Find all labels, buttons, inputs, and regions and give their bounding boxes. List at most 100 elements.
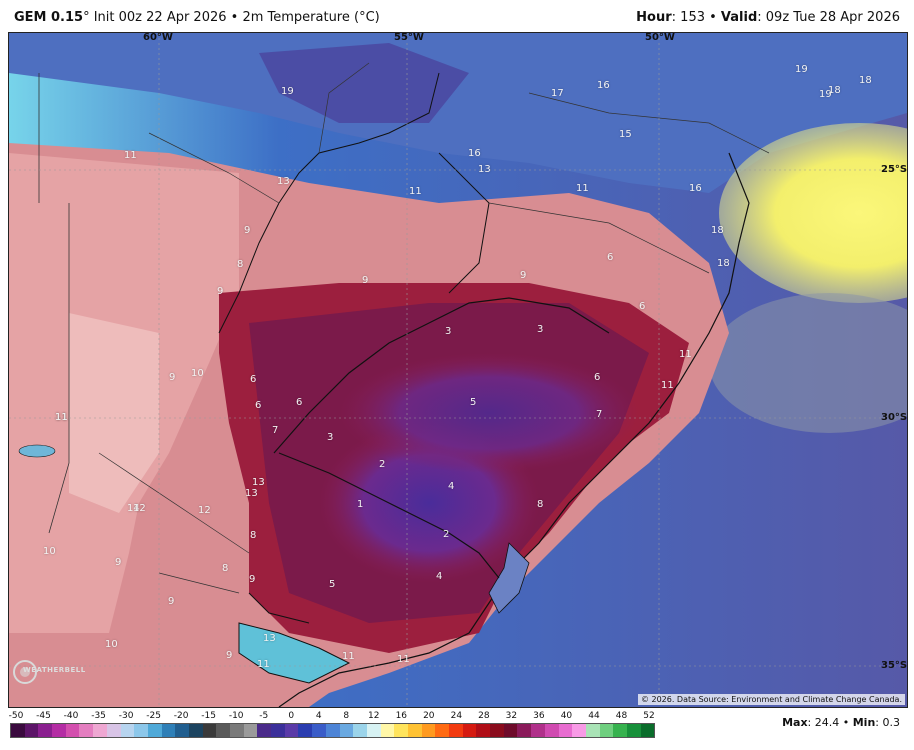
colorbar-swatch	[572, 724, 586, 737]
temp-label: 7	[596, 409, 603, 420]
colorbar-swatch	[517, 724, 532, 737]
temperature-map[interactable]: 60°W 55°W 50°W 25°S 30°S 35°S 19 17 16 1…	[8, 32, 908, 708]
valid-value: : 09z Tue 28 Apr 2026	[757, 10, 900, 25]
temp-label: 19	[281, 86, 294, 97]
model-title: GEM 0.15° Init 00z 22 Apr 2026 • 2m Temp…	[14, 10, 380, 25]
colorbar-swatch	[626, 724, 641, 737]
colorbar-swatch	[147, 724, 162, 737]
temp-label: 11	[661, 380, 674, 391]
temp-label: 11	[409, 186, 422, 197]
colorbar-swatch	[202, 724, 217, 737]
latitude-label: 35°S	[881, 660, 908, 671]
colorbar-swatch	[65, 724, 80, 737]
colorbar-tick-label: -5	[259, 711, 269, 721]
temp-label: 10	[43, 546, 56, 557]
temp-label: 9	[217, 286, 224, 297]
temp-label: 19	[795, 64, 808, 75]
max-value: : 24.4 •	[807, 716, 853, 729]
temp-label: 7	[272, 425, 279, 436]
colorbar-tick-label: -40	[63, 711, 79, 721]
colorbar-swatch	[490, 724, 504, 737]
colorbar-swatch	[613, 724, 627, 737]
temp-label: 18	[828, 85, 841, 96]
colorbar-swatch	[544, 724, 559, 737]
temp-label: 6	[255, 400, 262, 411]
temp-label: 11	[55, 412, 68, 423]
weatherbell-logo-icon	[13, 660, 37, 684]
colorbar-swatch	[353, 724, 367, 737]
temp-label: 1	[357, 499, 364, 510]
colorbar-tick-label: -15	[201, 711, 216, 721]
temp-label: 8	[250, 530, 257, 541]
temp-label: 11	[257, 659, 270, 670]
colorbar-tick-label: 16	[395, 711, 408, 721]
temp-label: 14	[127, 503, 140, 514]
colorbar-ticks: -50 -45 -40 -35 -30 -25 -20 -15 -10 -5 0 4 8 12 16 20 24…	[8, 711, 655, 723]
temp-label: 8	[222, 563, 229, 574]
map-canvas	[9, 33, 907, 707]
colorbar-tick-label: 20	[423, 711, 435, 721]
temp-label: 13	[263, 633, 276, 644]
longitude-label: 55°W	[394, 32, 424, 43]
temp-label: 6	[250, 374, 257, 385]
max-min-readout: Max: 24.4 • Min: 0.3	[782, 716, 900, 729]
colorbar-swatch	[531, 724, 545, 737]
colorbar-swatch	[230, 724, 244, 737]
temp-label: 2	[443, 529, 450, 540]
temp-label: 10	[105, 639, 118, 650]
hour-label: Hour	[636, 10, 672, 25]
colorbar-swatch	[407, 724, 422, 737]
colorbar-tick-label: 0	[288, 711, 295, 721]
colorbar-swatch	[476, 724, 491, 737]
colorbar-tick-label: 8	[343, 711, 350, 721]
colorbar-swatch	[243, 724, 258, 737]
colorbar-swatch	[298, 724, 313, 737]
colorbar-swatch	[24, 724, 39, 737]
valid-label: Valid	[720, 10, 758, 25]
temp-label: 11	[397, 654, 410, 665]
colorbar-swatch	[394, 724, 408, 737]
temp-label: 18	[711, 225, 724, 236]
temp-label: 9	[168, 596, 175, 607]
colorbar-swatch	[93, 724, 107, 737]
colorbar-swatch	[599, 724, 614, 737]
temp-label: 3	[537, 324, 544, 335]
colorbar-tick-label: -25	[146, 711, 161, 721]
temp-label: 3	[445, 326, 452, 337]
min-value: : 0.3	[875, 716, 900, 729]
colorbar-swatch	[585, 724, 600, 737]
temp-label: 5	[329, 579, 336, 590]
temp-label: 8	[537, 499, 544, 510]
colorbar-swatch	[175, 724, 189, 737]
min-label: Min	[852, 716, 876, 729]
latitude-label: 30°S	[881, 412, 908, 423]
temp-label: 2	[379, 459, 386, 470]
colorbar-tick-label: -45	[36, 711, 51, 721]
temp-label: 9	[115, 557, 122, 568]
colorbar-swatch	[380, 724, 395, 737]
temp-label: 18	[859, 75, 872, 86]
colorbar-tick-label: 4	[315, 711, 322, 721]
temp-label: 6	[639, 301, 646, 312]
colorbar-legend: -50 -45 -40 -35 -30 -25 -20 -15 -10 -5 0 4 8 12 16 20 24…	[8, 711, 655, 738]
colorbar-tick-label: 36	[533, 711, 545, 721]
temp-label: 11	[124, 150, 137, 161]
colorbar-tick-label: -50	[8, 711, 24, 721]
temp-label: 9	[169, 372, 176, 383]
temp-label: 11	[342, 651, 355, 662]
colorbar-tick-label: -30	[118, 711, 134, 721]
hour-value: : 153 •	[671, 10, 721, 25]
temp-label: 13	[245, 488, 258, 499]
colorbar-swatch	[366, 724, 381, 737]
latitude-label: 25°S	[881, 164, 908, 175]
temp-label: 4	[448, 481, 455, 492]
colorbar-tick-label: 48	[615, 711, 628, 721]
temp-label: 9	[362, 275, 369, 286]
colorbar-gradient	[10, 723, 655, 738]
colorbar-swatch	[325, 724, 340, 737]
colorbar-tick-label: -20	[173, 711, 189, 721]
colorbar-swatch	[257, 724, 272, 737]
temp-label: 9	[244, 225, 251, 236]
weatherbell-logo: WEATHERBELL	[13, 655, 85, 689]
temp-label: 6	[296, 397, 303, 408]
